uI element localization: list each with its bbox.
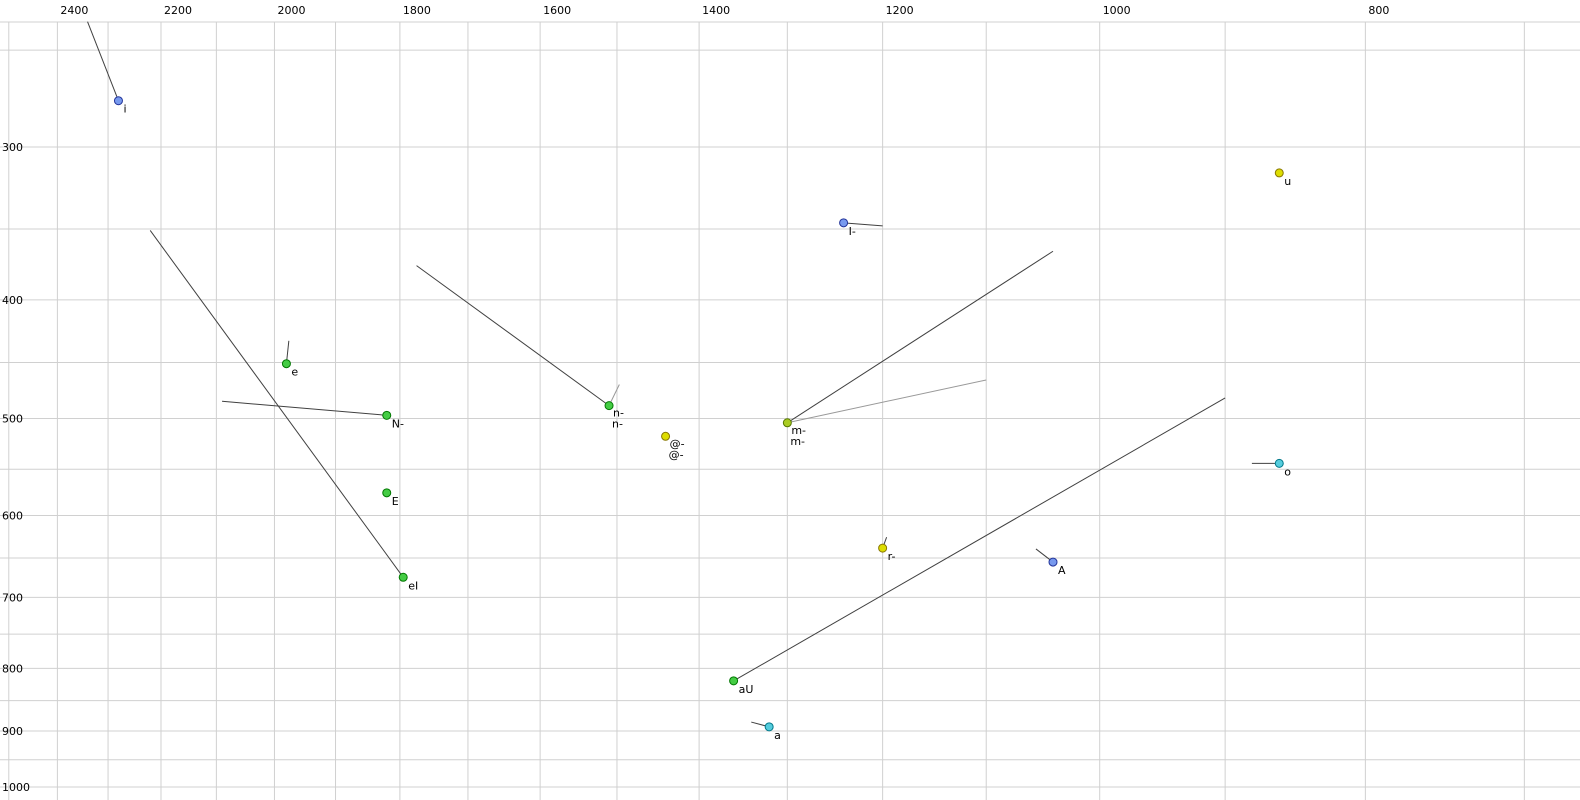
point-label-E: E — [392, 495, 399, 508]
point-label-u: u — [1284, 175, 1291, 188]
point-label-grey-@-: @- — [670, 437, 685, 450]
point-label-a: a — [774, 729, 781, 742]
data-point-u[interactable] — [1274, 168, 1284, 178]
point-label-A: A — [1058, 564, 1066, 577]
point-label-eI: eI — [408, 579, 418, 592]
x-tick-label: 1800 — [403, 4, 431, 17]
y-tick-label: 700 — [2, 591, 23, 604]
data-point-aU[interactable] — [729, 676, 739, 686]
formant-tail-I- — [843, 222, 883, 227]
point-label-o: o — [1284, 465, 1291, 478]
point-label-m-: m- — [790, 435, 805, 448]
formant-tail-eI — [149, 230, 404, 578]
x-tick-label: 2000 — [277, 4, 305, 17]
data-point-I-[interactable] — [839, 218, 849, 228]
data-point-o[interactable] — [1274, 458, 1284, 468]
y-tick-label: 600 — [2, 509, 23, 522]
x-tick-label: 1000 — [1103, 4, 1131, 17]
data-point-e[interactable] — [281, 359, 291, 369]
point-label-@-: @- — [669, 448, 684, 461]
y-tick-label: 1000 — [2, 781, 30, 794]
formant-tail-n- — [416, 265, 610, 407]
formant-tail-i — [87, 21, 119, 101]
y-tick-label: 300 — [2, 141, 23, 154]
x-tick-label: 2400 — [60, 4, 88, 17]
data-point-A[interactable] — [1048, 557, 1058, 567]
point-label-i: i — [123, 103, 126, 116]
x-tick-label: 1200 — [886, 4, 914, 17]
point-label-N-: N- — [392, 417, 404, 430]
y-tick-label: 400 — [2, 294, 23, 307]
point-label-I-: I- — [849, 225, 856, 238]
data-point-E[interactable] — [382, 488, 392, 498]
x-tick-label: 800 — [1368, 4, 1389, 17]
y-tick-label: 800 — [2, 662, 23, 675]
data-point-i[interactable] — [113, 96, 123, 106]
x-tick-label: 1600 — [543, 4, 571, 17]
point-label-grey-m-: m- — [791, 424, 806, 437]
data-point-m-[interactable] — [782, 418, 792, 428]
point-label-grey-n-: n- — [613, 407, 624, 420]
x-tick-label: 1400 — [702, 4, 730, 17]
data-point-eI[interactable] — [398, 572, 408, 582]
y-tick-label: 500 — [2, 413, 23, 426]
data-point-n-[interactable] — [604, 401, 614, 411]
data-point-N-[interactable] — [382, 410, 392, 420]
formant-tail-m- — [787, 250, 1054, 424]
y-tick-label: 900 — [2, 725, 23, 738]
point-label-e: e — [291, 366, 298, 379]
data-point-@-[interactable] — [661, 431, 671, 441]
data-point-a[interactable] — [764, 722, 774, 732]
point-label-aU: aU — [739, 683, 754, 696]
point-label-r-: r- — [888, 550, 896, 563]
x-tick-label: 2200 — [164, 4, 192, 17]
point-label-n-: n- — [612, 418, 623, 431]
data-point-r-[interactable] — [878, 543, 888, 553]
formant-tail-m- — [787, 379, 987, 424]
formant-tail-N- — [222, 400, 387, 416]
formant-tail-aU — [733, 397, 1226, 682]
